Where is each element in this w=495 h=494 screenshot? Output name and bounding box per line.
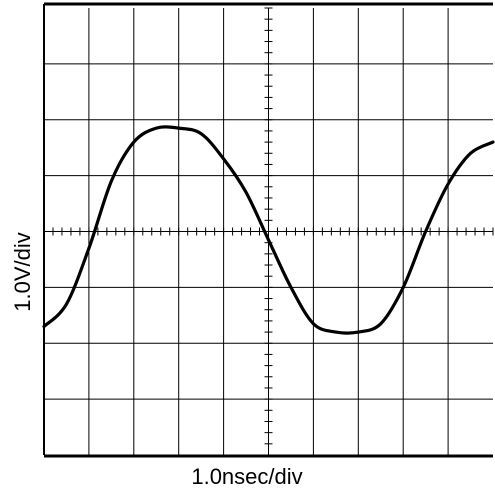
- x-axis-label: 1.0nsec/div: [191, 464, 302, 489]
- center-axis-ticks: [43, 7, 494, 456]
- y-axis-label: 1.0V/div: [10, 232, 35, 312]
- waveform-trace: [42, 125, 495, 335]
- plot-frame: [43, 2, 493, 458]
